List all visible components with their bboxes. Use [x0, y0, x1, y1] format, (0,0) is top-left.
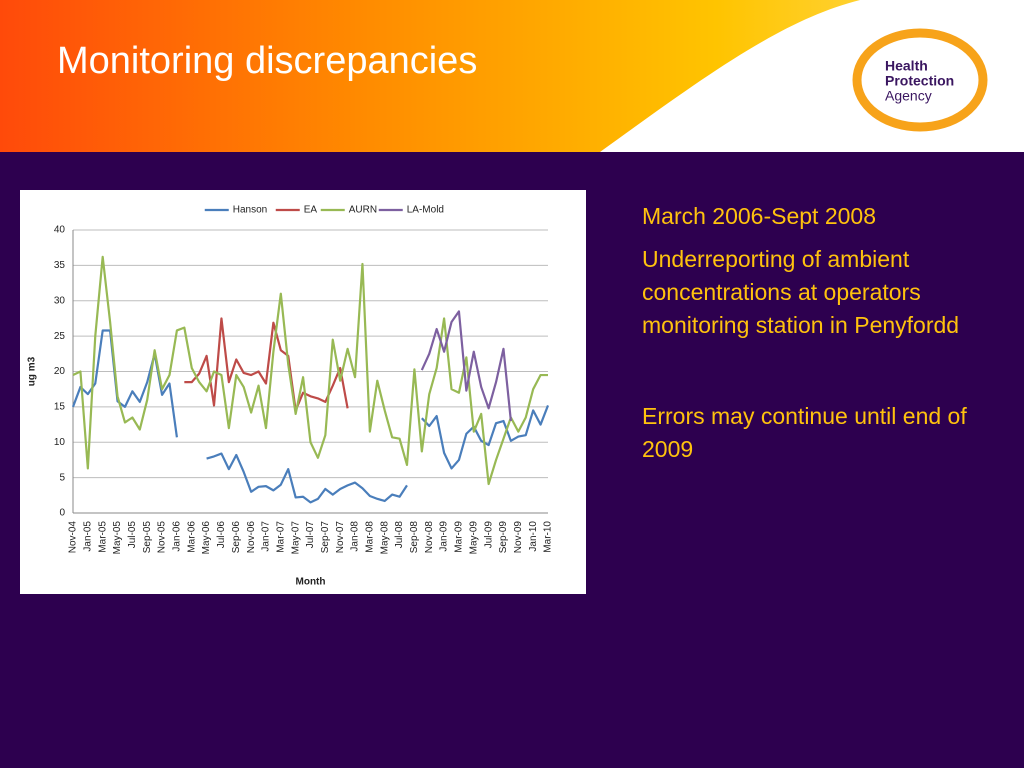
y-tick-label: 35 [54, 260, 66, 271]
x-tick-label: Nov-05 [157, 521, 168, 554]
x-tick-label: May-05 [112, 521, 123, 555]
x-tick-label: Jan-09 [439, 521, 450, 552]
header: Monitoring discrepancies Health Protecti… [0, 0, 1024, 152]
x-tick-label: May-06 [201, 521, 212, 555]
legend-label: EA [304, 205, 318, 216]
y-tick-label: 0 [59, 508, 65, 519]
x-tick-label: May-08 [379, 521, 390, 555]
chart: 0 5 10 15 20 25 30 35 40 Nov-04 Jan-05 Mar-05 May-05… [20, 190, 586, 594]
x-tick-label: Jul-08 [394, 521, 405, 549]
x-tick-label: Mar-09 [454, 521, 465, 553]
note: Errors may continue until end of 2009 [642, 403, 967, 462]
x-tick-label: Mar-10 [543, 521, 554, 553]
x-tick-label: Nov-07 [335, 521, 346, 554]
legend-label: Hanson [233, 205, 267, 216]
legend-label: AURN [349, 205, 377, 216]
x-tick-label: Sep-07 [320, 521, 331, 554]
x-tick-label: May-07 [290, 521, 301, 555]
x-tick-label: Jan-10 [528, 521, 539, 552]
slide-title: Monitoring discrepancies [57, 40, 477, 82]
x-tick-label: Mar-06 [186, 521, 197, 553]
series-line [420, 310, 512, 422]
x-tick-label: Mar-05 [97, 521, 108, 553]
logo-text: Protection [885, 73, 954, 89]
legend-label: LA-Mold [407, 205, 444, 216]
logo-ring [852, 28, 988, 132]
logo-text: Agency [885, 88, 932, 104]
y-tick-label: 25 [54, 331, 66, 342]
y-tick-label: 15 [54, 402, 66, 413]
x-tick-label: Jan-06 [172, 521, 183, 552]
logo-text: Health [885, 58, 928, 74]
x-tick-label: Jul-06 [216, 521, 227, 549]
x-tick-label: Jan-07 [261, 521, 272, 552]
x-tick-label: Nov-09 [513, 521, 524, 554]
series-line [184, 317, 349, 412]
x-tick-label: Jan-08 [350, 521, 361, 552]
x-tick-label: Sep-09 [498, 521, 509, 554]
x-tick-label: Nov-08 [424, 521, 435, 554]
x-tick-label: Sep-06 [231, 521, 242, 554]
series-line [206, 452, 408, 504]
x-tick-label: Jul-05 [127, 521, 138, 549]
x-tick-label: Sep-05 [142, 521, 153, 554]
y-tick-label: 30 [54, 295, 66, 306]
y-tick-label: 10 [54, 437, 66, 448]
y-tick-label: 20 [54, 366, 66, 377]
x-tick-label: Jan-05 [82, 521, 93, 552]
x-tick-label: Jul-07 [305, 521, 316, 549]
y-axis-label: ug m3 [27, 356, 38, 386]
note: Underreporting of ambient concentrations… [642, 246, 960, 338]
x-tick-label: Sep-08 [409, 521, 420, 554]
y-tick-label: 5 [59, 472, 65, 483]
notes: March 2006-Sept 2008 Underreporting of a… [642, 200, 1002, 476]
x-tick-label: Mar-08 [365, 521, 376, 553]
note: March 2006-Sept 2008 [642, 203, 876, 229]
x-tick-label: Nov-06 [246, 521, 257, 554]
x-tick-label: Jul-09 [483, 521, 494, 549]
x-axis-label: Month [296, 577, 326, 588]
x-tick-label: Nov-04 [68, 521, 79, 554]
y-tick-label: 40 [54, 225, 66, 236]
x-tick-label: Mar-07 [275, 521, 286, 553]
x-tick-label: May-09 [468, 521, 479, 555]
header-curve [600, 0, 1024, 152]
